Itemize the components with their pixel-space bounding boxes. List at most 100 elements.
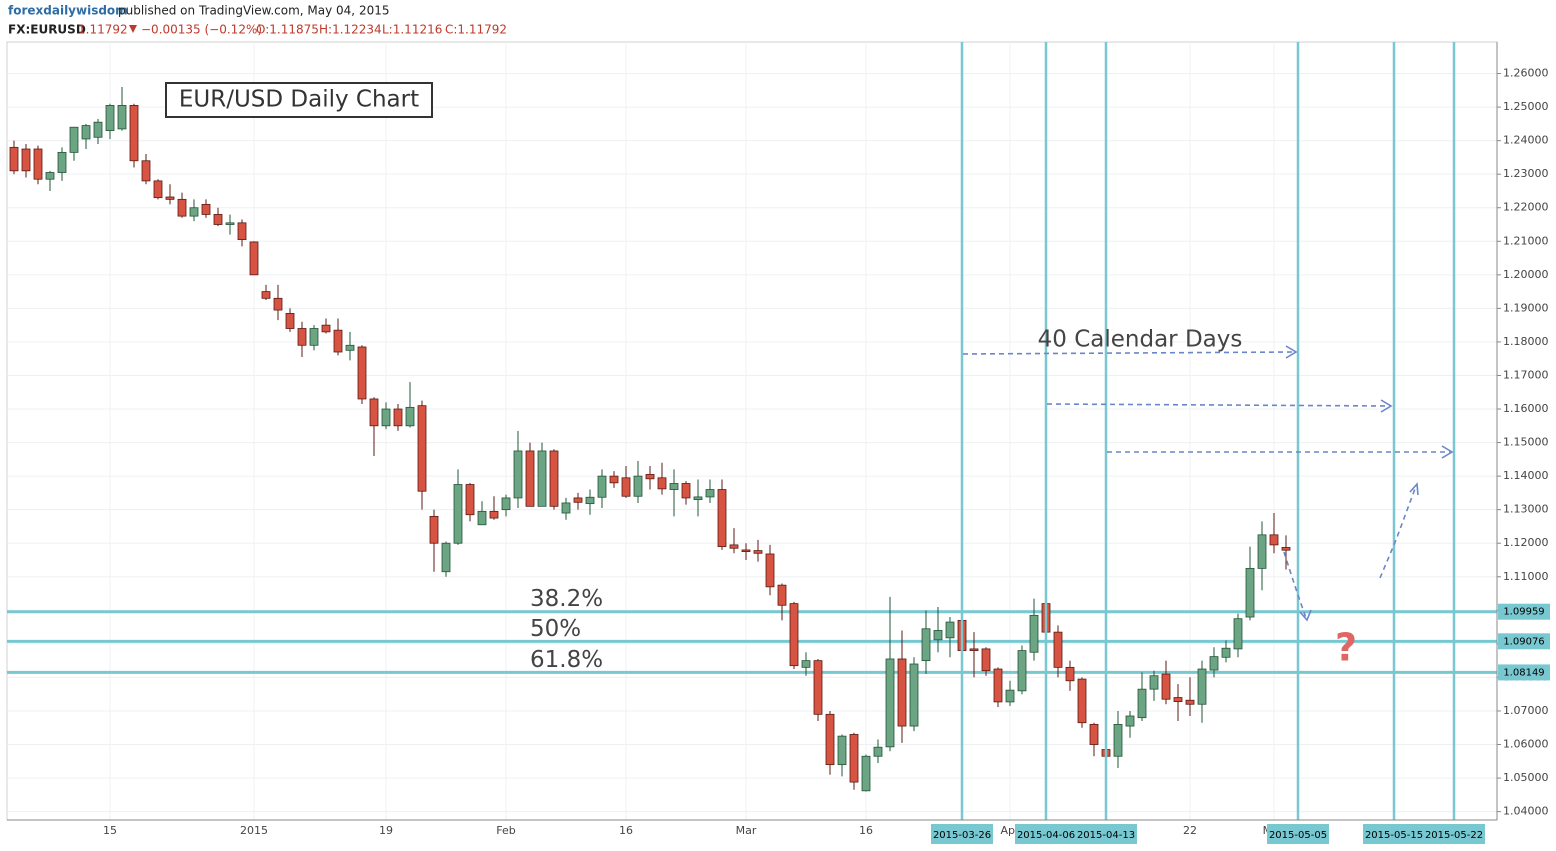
x-tick-label: 22 — [1183, 824, 1197, 837]
candle-body — [1257, 534, 1267, 569]
candle-body — [717, 489, 727, 547]
date-box — [1075, 824, 1137, 844]
candle-body — [345, 344, 355, 351]
candle-body — [1221, 647, 1231, 658]
candle-body — [441, 542, 451, 573]
price-label: 1.08149 — [1503, 667, 1544, 678]
y-tick-label: 1.20000 — [1503, 268, 1549, 281]
y-tick-label: 1.14000 — [1503, 469, 1549, 482]
y-tick-label: 1.26000 — [1503, 67, 1549, 80]
date-box — [1363, 824, 1425, 844]
candle-body — [777, 584, 787, 606]
date-label: 2015-04-13 — [1077, 830, 1135, 841]
candle-body — [765, 553, 775, 588]
candle-body — [417, 405, 427, 492]
candle-body — [837, 735, 847, 766]
candle-body — [189, 207, 199, 217]
candle-body — [1185, 699, 1195, 705]
candle-body — [1077, 678, 1087, 724]
candle-body — [1089, 723, 1099, 745]
candle-body — [801, 660, 811, 668]
candle-body — [273, 297, 283, 311]
candle-body — [33, 148, 43, 180]
candle-body — [597, 475, 607, 498]
date-label: 2015-05-22 — [1425, 830, 1483, 841]
candle-body — [909, 663, 919, 727]
price-box — [1498, 664, 1550, 681]
published: published on TradingView.com, May 04, 20… — [118, 4, 389, 18]
level-label: 61.8% — [530, 647, 603, 673]
candle-body — [681, 483, 691, 499]
y-tick-label: 1.04000 — [1503, 805, 1549, 818]
candle-body — [1005, 689, 1015, 703]
candle-body — [57, 151, 67, 173]
open: O:1.11875 — [256, 23, 319, 37]
candle-body — [489, 510, 499, 519]
candle-body — [1245, 567, 1255, 618]
author[interactable]: forexdailywisdom — [8, 4, 128, 18]
candle-body — [945, 621, 955, 639]
date-label: 2015-05-05 — [1269, 830, 1327, 841]
y-tick-label: 1.18000 — [1503, 335, 1549, 348]
candle-body — [1137, 688, 1147, 719]
candle-body — [333, 329, 343, 353]
low: L:1.11216 — [382, 23, 442, 37]
candle-body — [213, 214, 223, 225]
candle-body — [453, 484, 463, 544]
candle-body — [1269, 534, 1279, 546]
candle-body — [969, 648, 979, 651]
candle-body — [1161, 673, 1171, 700]
candle-body — [525, 450, 535, 507]
y-tick-label: 1.17000 — [1503, 368, 1549, 381]
candle-body — [897, 658, 907, 727]
candle-body — [405, 406, 415, 427]
y-tick-label: 1.12000 — [1503, 536, 1549, 549]
y-tick-label: 1.24000 — [1503, 134, 1549, 147]
candle-body — [921, 628, 931, 662]
y-tick-label: 1.13000 — [1503, 503, 1549, 516]
candle-body — [429, 515, 439, 544]
price-label: 1.09076 — [1503, 636, 1544, 647]
candle-body — [621, 477, 631, 497]
candle-body — [465, 484, 475, 516]
candle-body — [1173, 697, 1183, 702]
candle-body — [561, 502, 571, 514]
candle-body — [165, 196, 175, 200]
candle-body — [177, 198, 187, 217]
candle-body — [729, 544, 739, 549]
change: −0.00135 (−0.12%) — [141, 23, 262, 37]
price-box — [1498, 633, 1550, 650]
x-tick-label: 15 — [103, 824, 117, 837]
candle-body — [549, 450, 559, 507]
candle-body — [357, 346, 367, 400]
candle-body — [513, 450, 523, 499]
candle-body — [297, 328, 307, 346]
candle-body — [537, 450, 547, 507]
price-label: 1.09959 — [1503, 607, 1544, 618]
y-tick-label: 1.21000 — [1503, 234, 1549, 247]
y-tick-label: 1.23000 — [1503, 167, 1549, 180]
candle-body — [789, 603, 799, 667]
candle-body — [885, 658, 895, 748]
candle-body — [873, 746, 883, 757]
candle-body — [1149, 675, 1159, 690]
y-tick-label: 1.07000 — [1503, 704, 1549, 717]
candle-body — [381, 408, 391, 427]
candle-body — [657, 477, 667, 490]
candle-body — [933, 630, 943, 641]
candle-body — [1113, 723, 1123, 757]
candle-body — [993, 668, 1003, 703]
date-box — [931, 824, 993, 844]
candle-body — [633, 475, 643, 497]
level-label: 50% — [530, 616, 581, 642]
annotation: 40 Calendar Days — [1038, 327, 1243, 353]
y-tick-label: 1.15000 — [1503, 436, 1549, 449]
y-tick-label: 1.11000 — [1503, 570, 1549, 583]
candle-body — [825, 713, 835, 766]
candle-body — [813, 660, 823, 715]
candle-body — [1197, 668, 1207, 705]
high: H:1.12234 — [319, 23, 382, 37]
candle-body — [321, 324, 331, 333]
y-tick-label: 1.16000 — [1503, 402, 1549, 415]
